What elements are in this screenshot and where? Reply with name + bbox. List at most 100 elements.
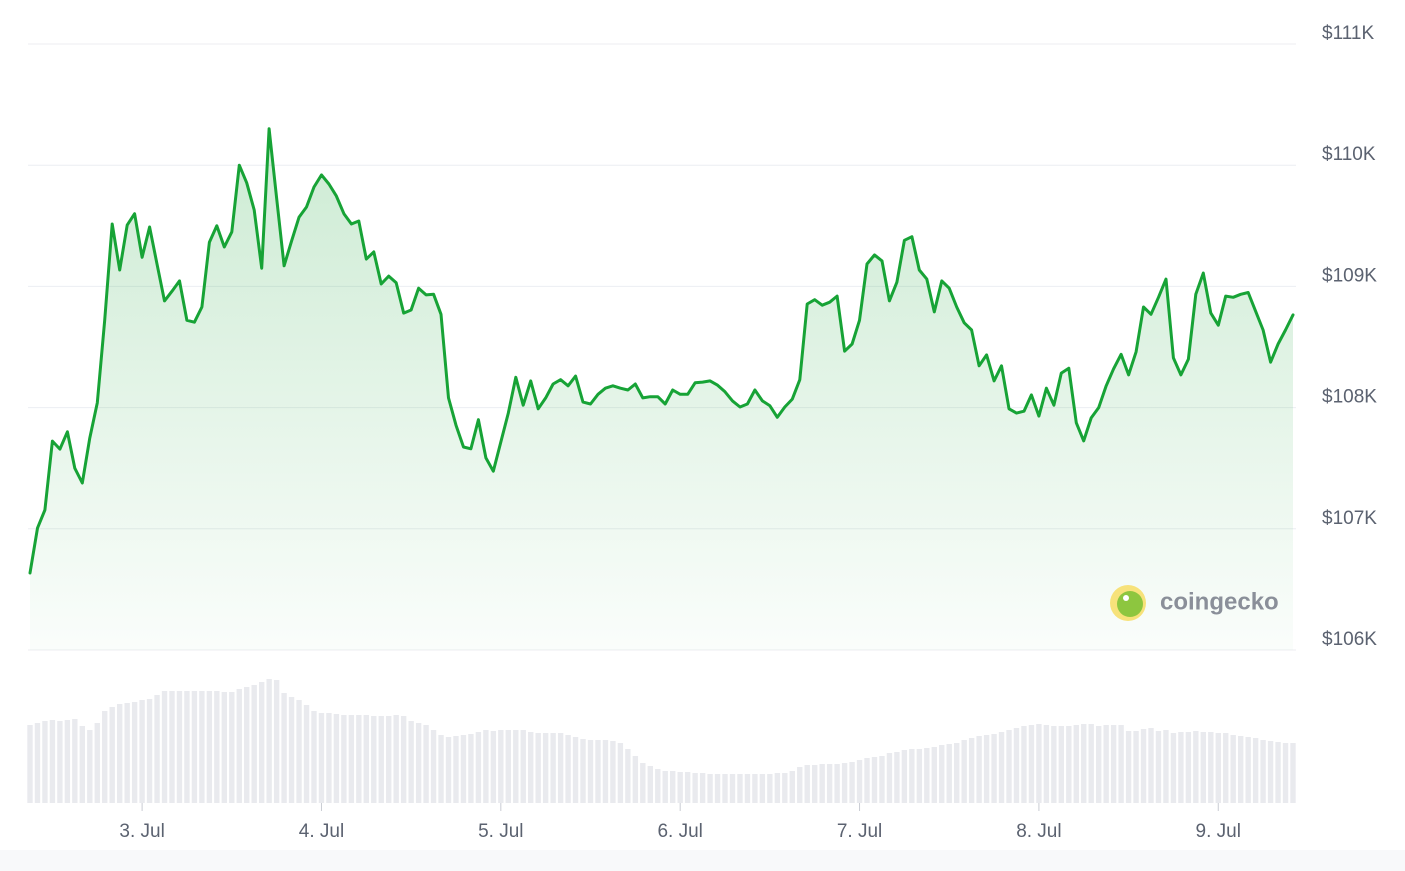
volume-bar xyxy=(1133,731,1139,803)
x-tick-label: 5. Jul xyxy=(478,821,523,842)
volume-bar xyxy=(782,773,788,803)
volume-bar xyxy=(841,763,848,803)
volume-bar xyxy=(1043,725,1050,803)
volume-bar xyxy=(699,773,706,803)
volume-bar xyxy=(72,719,78,803)
volume-bar xyxy=(490,731,497,803)
y-tick-label: $111K xyxy=(1322,23,1374,44)
volume-bar xyxy=(557,733,564,803)
volume-bar xyxy=(109,707,115,803)
volume-bar xyxy=(535,733,541,803)
volume-bar xyxy=(602,740,609,803)
volume-bar xyxy=(348,715,355,803)
volume-bar xyxy=(258,682,265,803)
volume-bar xyxy=(483,730,489,803)
volume-bar xyxy=(244,687,250,803)
volume-bar xyxy=(789,771,795,803)
volume-bar xyxy=(595,740,601,803)
volume-bar xyxy=(438,735,444,803)
volume-bar xyxy=(1013,728,1020,803)
volume-bar xyxy=(819,764,825,803)
volume-bar xyxy=(1148,728,1154,803)
volume-bar xyxy=(946,744,952,803)
volume-bar xyxy=(498,730,504,803)
volume-bar xyxy=(139,700,145,803)
volume-bar xyxy=(131,702,138,803)
volume-bar xyxy=(998,732,1005,803)
volume-bar xyxy=(341,715,347,803)
volume-bar xyxy=(378,716,384,803)
volume-bar xyxy=(1066,726,1072,803)
volume-bar xyxy=(445,737,452,803)
volume-bar xyxy=(1118,725,1124,803)
volume-bar xyxy=(714,774,721,803)
volume-bar xyxy=(670,771,676,803)
volume-bar xyxy=(273,680,280,803)
volume-bar xyxy=(729,774,736,803)
volume-bar xyxy=(797,767,803,803)
volume-bar xyxy=(154,695,160,803)
volume-bar xyxy=(587,740,594,803)
volume-bar xyxy=(505,730,511,803)
footer-band xyxy=(0,850,1405,871)
y-tick-label: $110K xyxy=(1322,144,1376,165)
volume-bar xyxy=(206,691,213,803)
x-tick-label: 4. Jul xyxy=(299,821,344,842)
volume-bar xyxy=(909,749,915,803)
y-tick-label: $109K xyxy=(1322,265,1377,286)
volume-bar xyxy=(968,738,975,803)
y-tick-label: $107K xyxy=(1322,508,1377,529)
volume-bar xyxy=(318,713,325,803)
volume-bar xyxy=(27,725,33,803)
volume-bar xyxy=(1006,730,1012,803)
volume-bar xyxy=(116,704,123,803)
volume-bar xyxy=(931,747,937,803)
volume-bar xyxy=(87,730,93,803)
volume-bar xyxy=(468,734,474,803)
volume-bar xyxy=(281,693,287,803)
watermark-text: coingecko xyxy=(1160,588,1279,615)
volume-bar xyxy=(1140,729,1147,803)
volume-bar xyxy=(146,699,153,803)
volume-bar xyxy=(333,714,340,803)
volume-bar xyxy=(625,749,631,803)
volume-bar xyxy=(640,763,646,803)
logo-eye xyxy=(1123,595,1129,601)
y-tick-label: $106K xyxy=(1322,629,1377,650)
volume-bar xyxy=(124,703,130,803)
volume-bar xyxy=(976,736,982,803)
volume-bar xyxy=(894,752,900,803)
x-tick-label: 9. Jul xyxy=(1196,821,1241,842)
volume-bar xyxy=(886,753,893,803)
volume-bar xyxy=(1193,731,1199,803)
volume-bar xyxy=(856,760,863,803)
volume-bar xyxy=(64,720,71,803)
volume-bar xyxy=(961,740,967,803)
volume-bar xyxy=(916,749,923,803)
volume-bar xyxy=(684,772,691,803)
volume-bar xyxy=(1036,724,1042,803)
volume-bar xyxy=(1081,724,1087,803)
volume-bar xyxy=(49,720,56,803)
volume-bar xyxy=(1245,737,1251,803)
volume-bar xyxy=(849,762,855,803)
volume-bar xyxy=(901,750,908,803)
volume-bar xyxy=(1073,725,1079,803)
volume-bar xyxy=(834,764,840,803)
logo-body xyxy=(1117,591,1143,617)
volume-bar xyxy=(692,773,698,803)
volume-bar xyxy=(251,685,257,803)
volume-bar xyxy=(460,735,467,803)
volume-bar xyxy=(1155,731,1162,803)
volume-bar xyxy=(983,735,990,803)
volume-bar xyxy=(1200,732,1207,803)
volume-bar xyxy=(1185,732,1192,803)
volume-bar xyxy=(393,715,399,803)
volume-bar xyxy=(415,723,422,803)
volume-bar xyxy=(1267,741,1274,803)
volume-bar xyxy=(400,716,407,803)
volume-bar xyxy=(236,689,242,803)
volume-bar xyxy=(326,713,332,803)
volume-bar xyxy=(1260,740,1266,803)
